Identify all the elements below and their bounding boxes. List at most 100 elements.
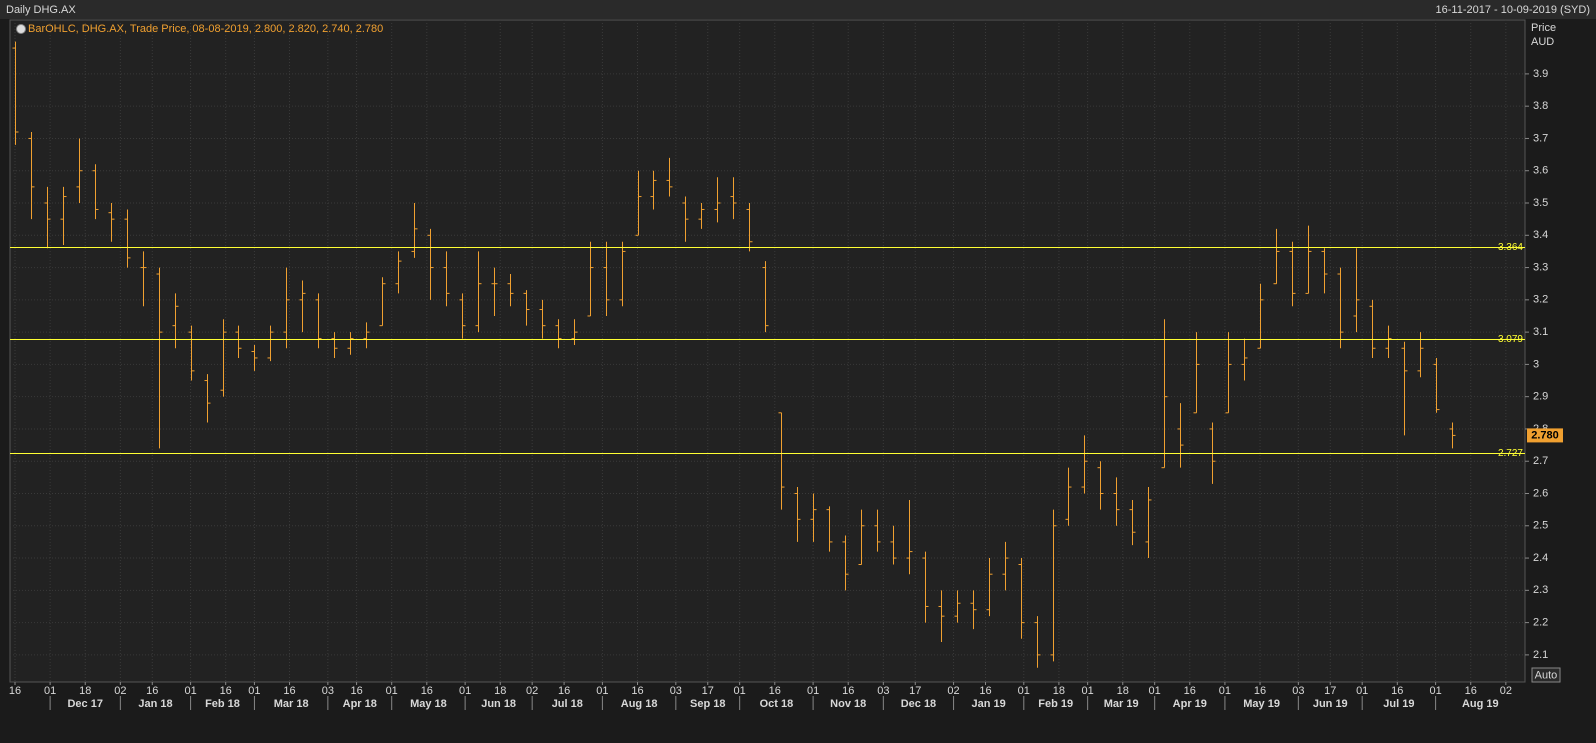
x-tick-label: 16 bbox=[1254, 685, 1266, 697]
horizontal-line-label: 3.079 bbox=[1498, 334, 1523, 345]
y-tick-label: 3.3 bbox=[1533, 261, 1548, 273]
x-tick-label: 16 bbox=[421, 685, 433, 697]
y-tick-label: 3.8 bbox=[1533, 100, 1548, 112]
ohlc-bar bbox=[698, 203, 705, 229]
last-price-box bbox=[1527, 428, 1563, 443]
y-tick-label: 2.4 bbox=[1533, 552, 1548, 564]
x-tick-label: 02 bbox=[114, 685, 126, 697]
ohlc-bar bbox=[92, 164, 99, 220]
ohlc-bar bbox=[874, 509, 881, 552]
ohlc-bar bbox=[762, 261, 769, 333]
x-tick-label: 01 bbox=[596, 685, 608, 697]
ohlc-bar bbox=[1353, 248, 1360, 333]
ohlc-bar bbox=[1321, 248, 1328, 294]
y-tick-label: 3 bbox=[1533, 358, 1539, 370]
ohlc-bar bbox=[666, 157, 673, 197]
x-tick-label: 18 bbox=[494, 685, 506, 697]
month-label: May 18 bbox=[410, 698, 447, 710]
ohlc-bar bbox=[156, 267, 163, 449]
ohlc-bar bbox=[28, 132, 35, 220]
ohlc-bar bbox=[379, 277, 386, 327]
x-tick-label: 01 bbox=[1429, 685, 1441, 697]
legend: BarOHLC, DHG.AX, Trade Price, 08-08-2019… bbox=[28, 23, 383, 35]
ohlc-bar bbox=[44, 186, 51, 249]
ohlc-bar bbox=[970, 590, 977, 630]
x-tick-label: 01 bbox=[1356, 685, 1368, 697]
ohlc-bar bbox=[251, 345, 258, 371]
x-tick-label: 18 bbox=[1053, 685, 1065, 697]
ohlc-bar bbox=[746, 203, 753, 252]
ohlc-bar bbox=[1401, 341, 1408, 436]
y-tick-label: 2.2 bbox=[1533, 617, 1548, 629]
month-label: Dec 18 bbox=[901, 698, 936, 710]
x-tick-label: 16 bbox=[350, 685, 362, 697]
ohlc-bar bbox=[1002, 541, 1009, 591]
x-tick-label: 03 bbox=[322, 685, 334, 697]
ohlc-bar bbox=[331, 332, 338, 358]
month-label: Jun 19 bbox=[1313, 698, 1348, 710]
ohlc-bar bbox=[842, 535, 849, 591]
ohlc-bar bbox=[1449, 422, 1456, 449]
ohlc-bar bbox=[411, 203, 418, 258]
ohlc-bar bbox=[539, 299, 546, 339]
ohlc-bar bbox=[619, 241, 626, 307]
x-tick-label: 16 bbox=[842, 685, 854, 697]
x-tick-label: 01 bbox=[248, 685, 260, 697]
ohlc-bar bbox=[76, 138, 83, 204]
ohlc-bar bbox=[555, 319, 562, 349]
ohlc-bar bbox=[443, 251, 450, 307]
month-label: Dec 17 bbox=[67, 698, 102, 710]
ohlc-bar bbox=[778, 412, 785, 510]
x-tick-label: 16 bbox=[146, 685, 158, 697]
ohlc-bar bbox=[347, 332, 354, 355]
x-tick-label: 03 bbox=[1292, 685, 1304, 697]
ohlc-bar bbox=[188, 325, 195, 381]
x-tick-label: 17 bbox=[909, 685, 921, 697]
auto-button[interactable] bbox=[1531, 667, 1561, 683]
y-tick-label: 2.6 bbox=[1533, 487, 1548, 499]
y-tick-label: 3.7 bbox=[1533, 132, 1548, 144]
ohlc-bar bbox=[1145, 487, 1152, 559]
month-label: Aug 19 bbox=[1462, 698, 1499, 710]
ohlc-bar bbox=[283, 267, 290, 349]
ohlc-bar bbox=[1177, 403, 1184, 468]
ohlc-bar bbox=[1161, 319, 1168, 469]
x-tick-label: 16 bbox=[283, 685, 295, 697]
ohlc-bar bbox=[730, 177, 737, 220]
ohlc-bar bbox=[1241, 338, 1248, 381]
ohlc-bar bbox=[603, 241, 610, 316]
ohlc-bar bbox=[1433, 357, 1440, 413]
x-tick-label: 16 bbox=[220, 685, 232, 697]
month-label: Mar 18 bbox=[274, 698, 309, 710]
ohlc-bar bbox=[60, 186, 67, 245]
ohlc-bar bbox=[1193, 332, 1200, 414]
ohlc-bar bbox=[1018, 558, 1025, 639]
ohlc-bar bbox=[1097, 461, 1104, 510]
ohlc-bar bbox=[1113, 477, 1120, 526]
month-label: Jan 18 bbox=[138, 698, 172, 710]
ohlc-bar bbox=[714, 177, 721, 223]
ohlc-bar bbox=[571, 319, 578, 346]
y-tick-label: 3.6 bbox=[1533, 165, 1548, 177]
horizontal-line-label: 3.364 bbox=[1498, 242, 1523, 253]
legend-icon bbox=[16, 24, 26, 34]
month-label: Jul 18 bbox=[552, 698, 583, 710]
auto-button-label[interactable]: Auto bbox=[1535, 669, 1558, 681]
ohlc-bar bbox=[12, 41, 19, 145]
x-tick-label: 17 bbox=[702, 685, 714, 697]
ohlc-bar bbox=[1289, 241, 1296, 307]
ohlc-bar bbox=[395, 251, 402, 294]
ohlc-bar bbox=[204, 374, 211, 423]
ohlc-bar bbox=[1225, 332, 1232, 414]
x-tick-label: 02 bbox=[526, 685, 538, 697]
y-tick-label: 3.2 bbox=[1533, 294, 1548, 306]
x-tick-label: 01 bbox=[184, 685, 196, 697]
month-label: Aug 18 bbox=[621, 698, 658, 710]
x-tick-label: 02 bbox=[1500, 685, 1512, 697]
ohlc-bar bbox=[906, 499, 913, 575]
header-bar bbox=[0, 0, 1596, 19]
ohlc-bar bbox=[1065, 467, 1072, 526]
x-tick-label: 01 bbox=[807, 685, 819, 697]
ohlc-bar bbox=[986, 558, 993, 617]
month-label: Apr 19 bbox=[1173, 698, 1207, 710]
